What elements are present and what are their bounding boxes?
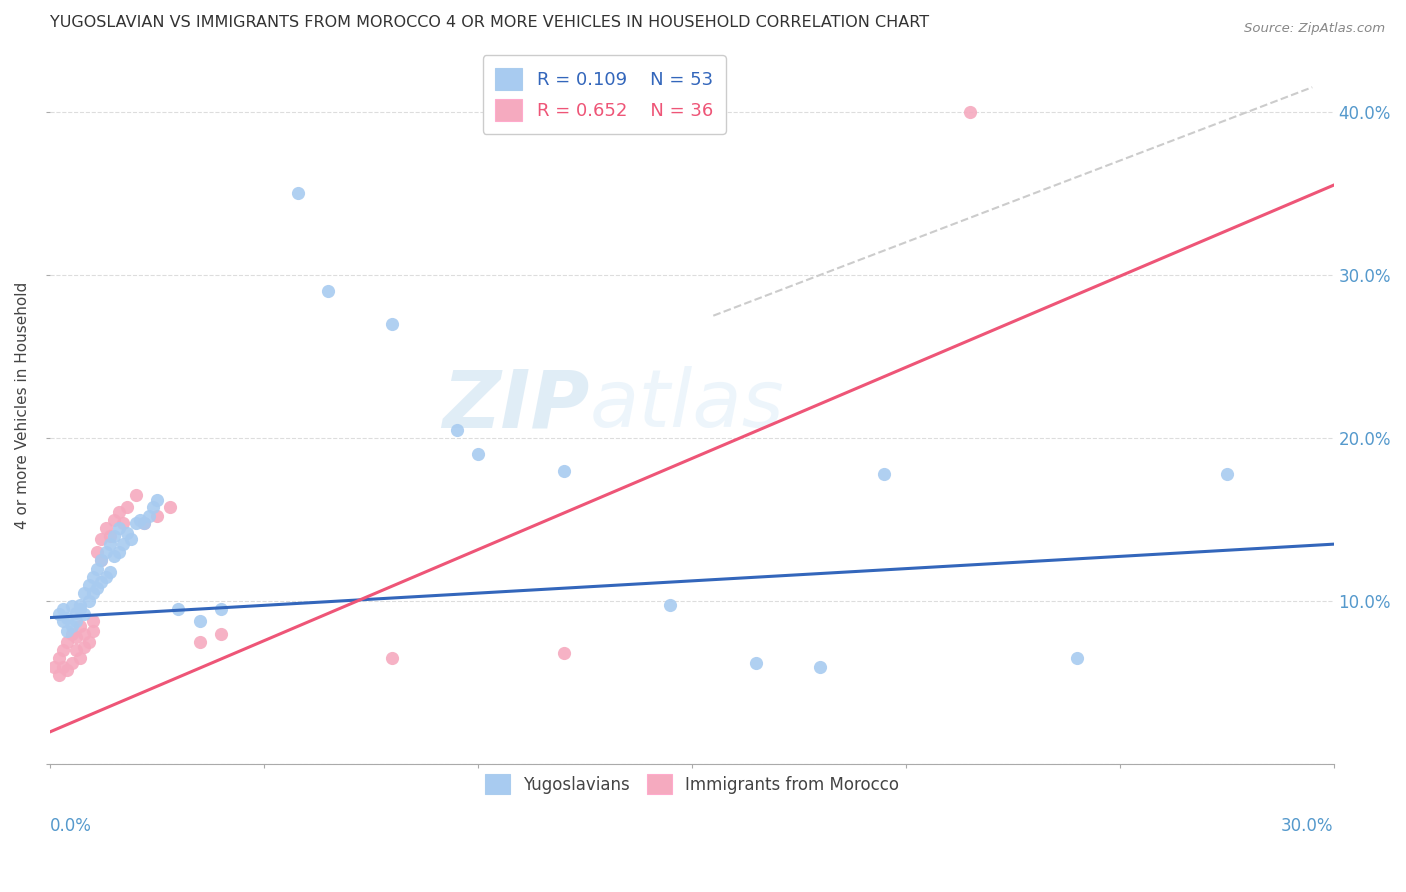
Point	[94, 545, 117, 559]
Point	[56, 663, 79, 677]
Point	[745, 657, 768, 671]
Point	[138, 509, 160, 524]
Point	[467, 447, 489, 461]
Point	[65, 630, 87, 644]
Point	[82, 570, 104, 584]
Point	[873, 467, 896, 481]
Point	[103, 549, 125, 563]
Point	[69, 602, 91, 616]
Point	[146, 493, 169, 508]
Point	[209, 627, 232, 641]
Point	[77, 594, 100, 608]
Point	[48, 667, 70, 681]
Point	[167, 602, 190, 616]
Point	[209, 602, 232, 616]
Point	[129, 513, 152, 527]
Text: 0.0%: 0.0%	[51, 817, 91, 835]
Point	[56, 610, 79, 624]
Point	[98, 537, 121, 551]
Point	[60, 627, 83, 641]
Point	[82, 624, 104, 638]
Point	[959, 104, 981, 119]
Point	[69, 619, 91, 633]
Point	[65, 606, 87, 620]
Y-axis label: 4 or more Vehicles in Household: 4 or more Vehicles in Household	[15, 282, 30, 529]
Point	[86, 545, 108, 559]
Point	[188, 614, 211, 628]
Point	[48, 651, 70, 665]
Point	[103, 529, 125, 543]
Point	[1066, 651, 1088, 665]
Point	[808, 659, 831, 673]
Point	[60, 619, 83, 633]
Point	[381, 651, 404, 665]
Point	[73, 640, 96, 654]
Point	[107, 504, 129, 518]
Point	[115, 525, 138, 540]
Text: 30.0%: 30.0%	[1281, 817, 1334, 835]
Point	[146, 509, 169, 524]
Point	[90, 533, 112, 547]
Point	[107, 521, 129, 535]
Legend: Yugoslavians, Immigrants from Morocco: Yugoslavians, Immigrants from Morocco	[477, 766, 907, 803]
Text: atlas: atlas	[589, 367, 785, 444]
Point	[65, 614, 87, 628]
Point	[82, 586, 104, 600]
Point	[553, 647, 575, 661]
Point	[94, 521, 117, 535]
Point	[73, 586, 96, 600]
Point	[103, 513, 125, 527]
Point	[44, 659, 66, 673]
Text: ZIP: ZIP	[441, 367, 589, 444]
Point	[60, 657, 83, 671]
Point	[77, 635, 100, 649]
Point	[381, 317, 404, 331]
Point	[159, 500, 181, 514]
Point	[98, 529, 121, 543]
Point	[142, 500, 165, 514]
Point	[115, 500, 138, 514]
Point	[659, 598, 682, 612]
Point	[73, 607, 96, 622]
Point	[86, 561, 108, 575]
Point	[553, 464, 575, 478]
Point	[73, 627, 96, 641]
Point	[1215, 467, 1237, 481]
Point	[69, 598, 91, 612]
Point	[48, 607, 70, 622]
Point	[56, 624, 79, 638]
Point	[120, 533, 142, 547]
Point	[316, 284, 339, 298]
Point	[111, 516, 134, 530]
Point	[52, 602, 75, 616]
Point	[90, 574, 112, 589]
Point	[111, 537, 134, 551]
Point	[134, 516, 156, 530]
Point	[188, 635, 211, 649]
Point	[86, 581, 108, 595]
Point	[65, 643, 87, 657]
Point	[52, 643, 75, 657]
Point	[287, 186, 309, 201]
Point	[125, 488, 148, 502]
Point	[90, 553, 112, 567]
Point	[52, 614, 75, 628]
Point	[446, 423, 468, 437]
Text: YUGOSLAVIAN VS IMMIGRANTS FROM MOROCCO 4 OR MORE VEHICLES IN HOUSEHOLD CORRELATI: YUGOSLAVIAN VS IMMIGRANTS FROM MOROCCO 4…	[51, 15, 929, 30]
Point	[90, 553, 112, 567]
Point	[98, 565, 121, 579]
Point	[77, 578, 100, 592]
Point	[52, 659, 75, 673]
Point	[60, 599, 83, 614]
Point	[94, 570, 117, 584]
Point	[107, 545, 129, 559]
Point	[125, 516, 148, 530]
Point	[69, 651, 91, 665]
Point	[134, 516, 156, 530]
Point	[82, 614, 104, 628]
Text: Source: ZipAtlas.com: Source: ZipAtlas.com	[1244, 22, 1385, 36]
Point	[56, 635, 79, 649]
